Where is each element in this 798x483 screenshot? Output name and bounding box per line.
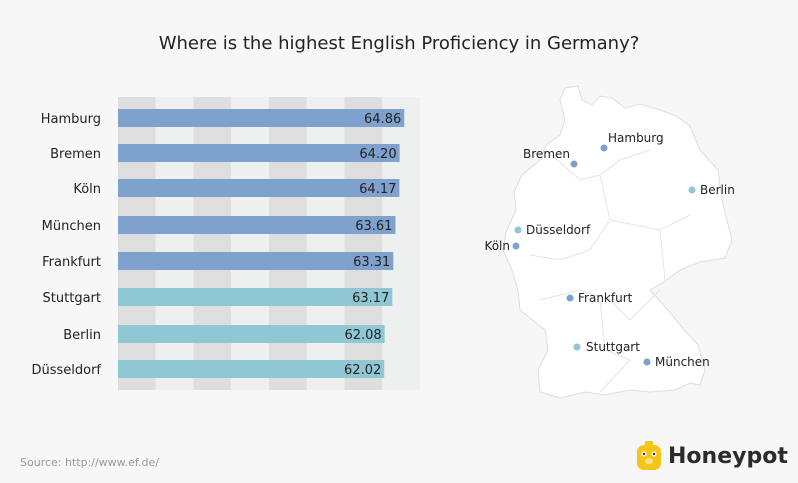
city-label: Köln <box>484 239 510 253</box>
bar-value-label: 63.17 <box>352 291 389 306</box>
category-label: Köln <box>73 182 101 197</box>
city-marker <box>566 294 574 302</box>
category-label: München <box>42 219 101 234</box>
bar-value-label: 64.86 <box>364 112 401 127</box>
city-marker <box>512 242 520 250</box>
bar-value-label: 62.02 <box>344 363 381 378</box>
category-label: Stuttgart <box>43 291 101 306</box>
bear-logo-icon <box>637 441 661 470</box>
category-label: Düsseldorf <box>31 363 101 378</box>
state-borders <box>529 149 691 393</box>
honeypot-logo: Honeypot <box>636 441 788 471</box>
city-label: Frankfurt <box>578 291 633 305</box>
bar-value-label: 63.31 <box>353 255 390 270</box>
bar-value-label: 64.17 <box>359 182 396 197</box>
bar-frankfurt <box>118 252 394 270</box>
brand-name: Honeypot <box>668 443 788 469</box>
bar-köln <box>118 179 400 197</box>
city-label: Stuttgart <box>586 340 640 354</box>
category-label: Frankfurt <box>42 255 101 270</box>
category-label: Hamburg <box>41 112 101 127</box>
bar-hamburg <box>118 109 405 127</box>
city-marker <box>600 144 608 152</box>
bar-münchen <box>118 216 396 234</box>
bar-bremen <box>118 144 400 162</box>
city-marker <box>688 186 696 194</box>
source-text: Source: http://www.ef.de/ <box>20 456 159 469</box>
bar-value-label: 62.08 <box>344 328 381 343</box>
bar-stuttgart <box>118 288 393 306</box>
bar-value-label: 63.61 <box>355 219 392 234</box>
germany-outline <box>502 85 733 399</box>
city-marker <box>573 343 581 351</box>
bar-value-label: 64.20 <box>359 147 396 162</box>
city-marker <box>514 226 522 234</box>
city-label: Hamburg <box>608 131 664 145</box>
category-label: Berlin <box>63 328 101 343</box>
city-label: München <box>655 355 710 369</box>
city-label: Berlin <box>700 183 735 197</box>
bar-berlin <box>118 325 385 343</box>
city-label: Bremen <box>523 147 570 161</box>
city-marker <box>643 358 651 366</box>
city-marker <box>570 160 578 168</box>
chart-title: Where is the highest English Proficiency… <box>158 33 640 54</box>
category-label: Bremen <box>50 147 101 162</box>
city-label: Düsseldorf <box>526 223 591 237</box>
bar-düsseldorf <box>118 360 385 378</box>
